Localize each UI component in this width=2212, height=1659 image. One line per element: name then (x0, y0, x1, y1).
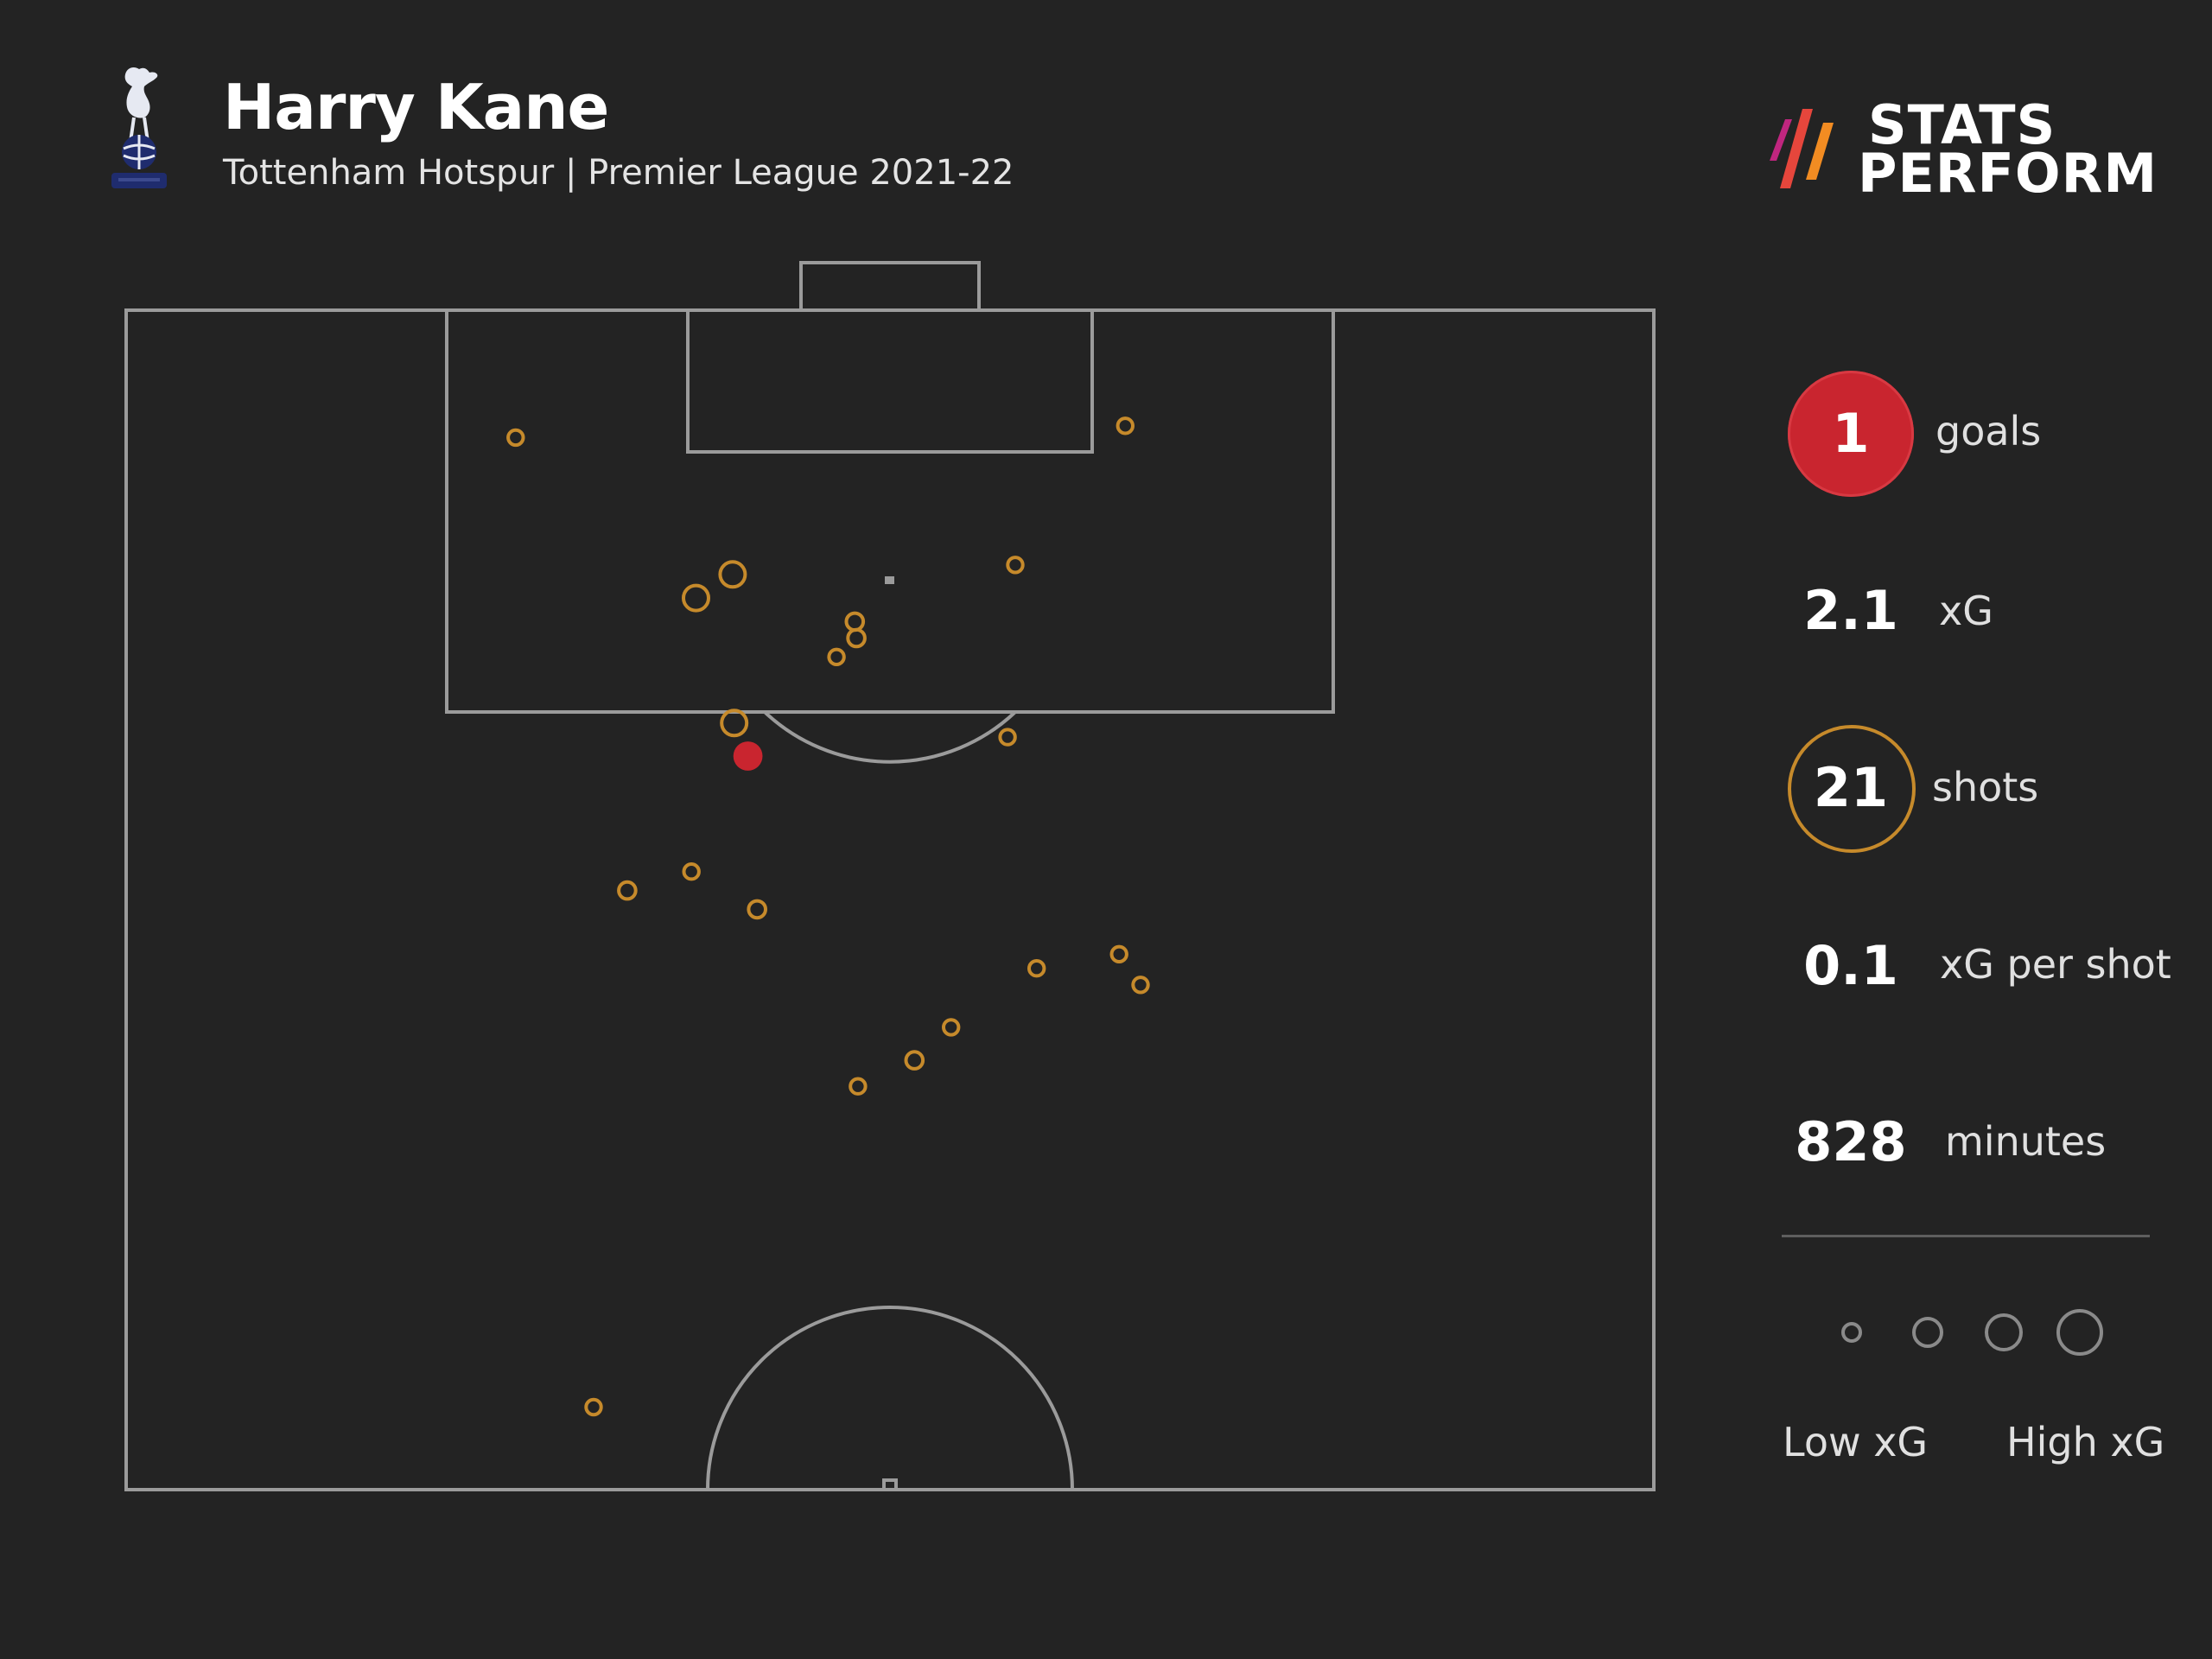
legend-circle-xs (1841, 1322, 1862, 1343)
shot-marker-6 (844, 611, 866, 632)
shot-marker-20 (849, 1077, 868, 1096)
stats-perform-logo: STATS PERFORM (1766, 93, 2157, 200)
shot-marker-2 (1116, 416, 1135, 435)
subtitle: Tottenham Hotspur | Premier League 2021-… (223, 153, 1014, 193)
minutes-label: minutes (1945, 1118, 2107, 1165)
shots-value: 21 (1813, 756, 1889, 819)
shot-marker-13 (682, 862, 701, 881)
goals-badge (1788, 371, 1914, 497)
xg-label: xG (1939, 588, 1993, 634)
minutes-value: 828 (1795, 1110, 1907, 1173)
shot-marker-14 (747, 899, 768, 920)
xg-value: 2.1 (1803, 579, 1898, 642)
shot-marker-19 (904, 1050, 925, 1071)
shots-layer (506, 416, 1150, 1417)
shot-marker-16 (1109, 944, 1128, 964)
shots-badge (1788, 725, 1916, 853)
shot-marker-8 (827, 647, 846, 666)
pitch-outline (124, 308, 1656, 1491)
legend-circle-m (1985, 1313, 2023, 1351)
brand-slashes-icon (1770, 109, 1834, 188)
brand-word-perform: PERFORM (1858, 142, 2158, 205)
legend-circle-s (1912, 1317, 1943, 1348)
shot-marker-1 (506, 428, 525, 448)
goal-marker (733, 741, 763, 771)
shot-marker-21 (584, 1397, 603, 1417)
shot-marker-3 (718, 560, 747, 589)
shot-marker-17 (1131, 976, 1150, 995)
penalty-spot (885, 576, 894, 584)
penalty-arc (763, 710, 1017, 764)
legend-high-label: High xG (2006, 1419, 2165, 1465)
legend-circle-l (2056, 1309, 2103, 1356)
goal (799, 261, 981, 312)
shot-marker-4 (682, 583, 710, 613)
shot-marker-11 (998, 728, 1017, 747)
brand-word-stats: STATS (1868, 93, 2056, 156)
pitch-lines (124, 261, 1656, 1491)
shot-marker-15 (1027, 959, 1046, 978)
legend-low-label: Low xG (1783, 1419, 1929, 1465)
shot-marker-7 (846, 627, 867, 649)
goals-value: 1 (1832, 402, 1870, 465)
shot-marker-5 (1006, 556, 1025, 575)
centre-spot (882, 1478, 898, 1491)
centre-circle (706, 1306, 1074, 1491)
penalty-area (445, 308, 1335, 714)
six-yard-box (686, 308, 1094, 454)
shots-label: shots (1932, 764, 2039, 810)
xg-size-legend (1841, 1309, 2103, 1356)
xg-per-shot-value: 0.1 (1803, 934, 1898, 997)
tottenham-crest-icon (111, 67, 167, 188)
shot-marker-18 (942, 1018, 961, 1037)
xg-per-shot-label: xG per shot (1940, 941, 2171, 988)
shot-marker-9 (720, 709, 749, 738)
shot-marker-12 (617, 880, 638, 901)
player-name: Harry Kane (223, 71, 609, 143)
goals-label: goals (1936, 408, 2042, 454)
divider (1782, 1235, 2150, 1237)
